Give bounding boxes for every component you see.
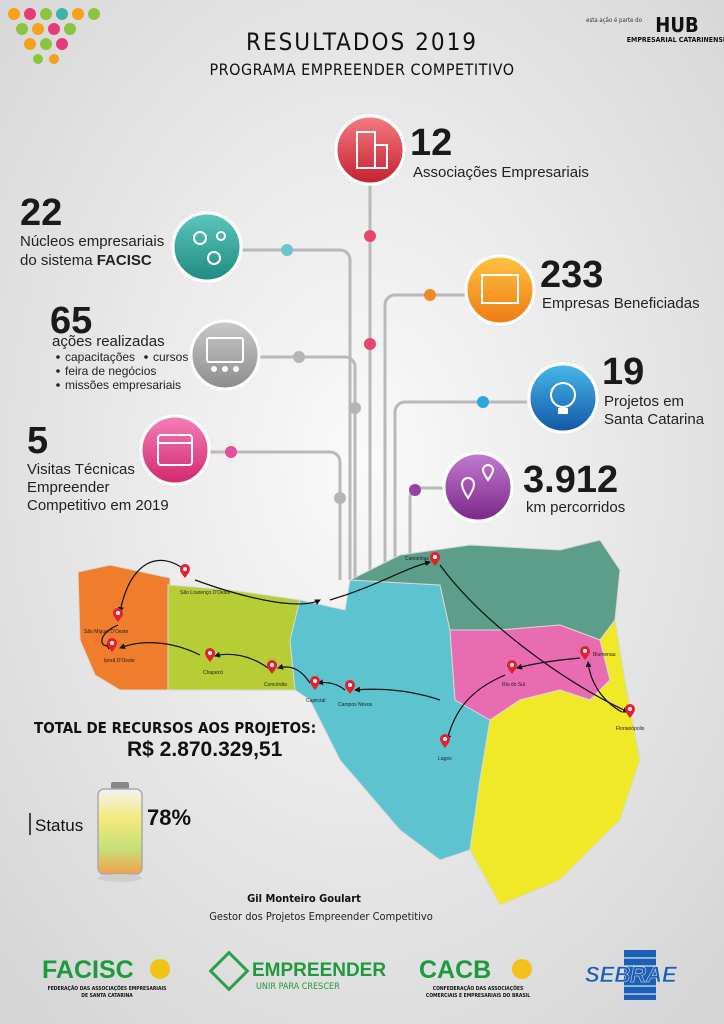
stat-label-bold: FACISC xyxy=(97,252,152,269)
city-label: Florianópolis xyxy=(616,726,645,732)
stat-value: 19 xyxy=(602,351,644,393)
signature-name: Gil Monteiro Goulart xyxy=(247,892,361,905)
stat-label: Santa Catarina xyxy=(604,411,705,428)
bullet-item: capacitações xyxy=(65,350,135,364)
connectors xyxy=(210,185,527,580)
logo-mark xyxy=(150,959,170,979)
bullet-item: cursos xyxy=(153,350,188,364)
logo-sub: FEDERAÇÃO DAS ASSOCIAÇÕES EMPRESARIAIS xyxy=(48,985,167,992)
logo-sub: UNIR PARA CRESCER xyxy=(256,982,340,992)
subtitle: PROGRAMA EMPREENDER COMPETITIVO xyxy=(209,60,514,79)
logo-sub: CONFEDERAÇÃO DAS ASSOCIAÇÕES xyxy=(433,985,523,992)
title: RESULTADOS 2019 xyxy=(246,28,478,56)
stat-value: 3.912 xyxy=(523,459,618,501)
city-label: Lages xyxy=(438,756,452,762)
logo-sebrae-mark xyxy=(624,950,656,1000)
stat-value: 65 xyxy=(50,300,92,342)
city-label: Canoinhas xyxy=(405,556,429,562)
icons xyxy=(139,114,599,523)
stat-label: do sistema FACISC xyxy=(20,252,152,269)
bullet-item: feira de negócios xyxy=(65,364,156,378)
stat-label: Associações Empresariais xyxy=(413,164,589,181)
signature-role: Gestor dos Projetos Empreender Competiti… xyxy=(209,910,433,923)
stat-value: 5 xyxy=(27,420,48,462)
stat-label: Visitas Técnicas xyxy=(27,461,135,478)
stat-label: Núcleos empresariais xyxy=(20,233,164,250)
logo-mark xyxy=(208,950,250,992)
logo-facisc: FACISC xyxy=(42,956,134,984)
city-label: Concórdia xyxy=(264,682,287,688)
city-label: São Lourenço D'Oeste xyxy=(180,590,231,596)
routes xyxy=(101,559,629,741)
city-label: Campos Novos xyxy=(338,702,373,708)
stat-label: ações realizadas xyxy=(52,333,165,350)
stat-label: Competitivo em 2019 xyxy=(27,497,169,514)
bullet-item: missões empresariais xyxy=(65,378,181,392)
logo-mark xyxy=(512,959,532,979)
hub-name: HUB xyxy=(655,13,698,37)
stat-label: Empreender xyxy=(27,479,110,496)
stat-value: 12 xyxy=(410,122,452,164)
bullets xyxy=(56,355,148,387)
stat-label: Projetos em xyxy=(604,393,684,410)
logo-empreender: EMPREENDER xyxy=(252,960,386,981)
logo-cacb: CACB xyxy=(419,956,491,984)
city-label: Capinzal xyxy=(306,698,325,704)
battery xyxy=(97,782,143,882)
logo-sub: COMERCIAIS E EMPRESARIAIS DO BRASIL xyxy=(426,993,530,999)
hub-note: esta ação é parte do xyxy=(586,17,642,24)
stat-label: km percorridos xyxy=(526,499,625,516)
logo-sub: DE SANTA CATARINA xyxy=(81,993,133,999)
status-value: 78% xyxy=(147,805,191,830)
city-label: Blumenau xyxy=(593,652,616,658)
total-value: R$ 2.870.329,51 xyxy=(127,738,283,761)
city-label: São Miguel D'Oeste xyxy=(84,629,129,635)
decor-dots xyxy=(8,8,100,64)
stat-label: do sistema xyxy=(20,252,93,269)
stat-label: Empresas Beneficiadas xyxy=(542,295,700,312)
city-label: Iporã D'Oeste xyxy=(104,658,135,664)
status-label: Status xyxy=(35,816,83,835)
map xyxy=(77,539,641,906)
logo-sebrae: SEBRAE xyxy=(585,962,678,987)
stat-value: 22 xyxy=(20,192,62,234)
hub-sub: EMPRESARIAL CATARINENSE xyxy=(627,36,724,44)
city-label: Rio do Sul xyxy=(502,682,525,688)
total-label: TOTAL DE RECURSOS AOS PROJETOS: xyxy=(34,719,316,737)
stat-value: 233 xyxy=(540,254,603,296)
city-label: Chapecó xyxy=(203,670,223,676)
